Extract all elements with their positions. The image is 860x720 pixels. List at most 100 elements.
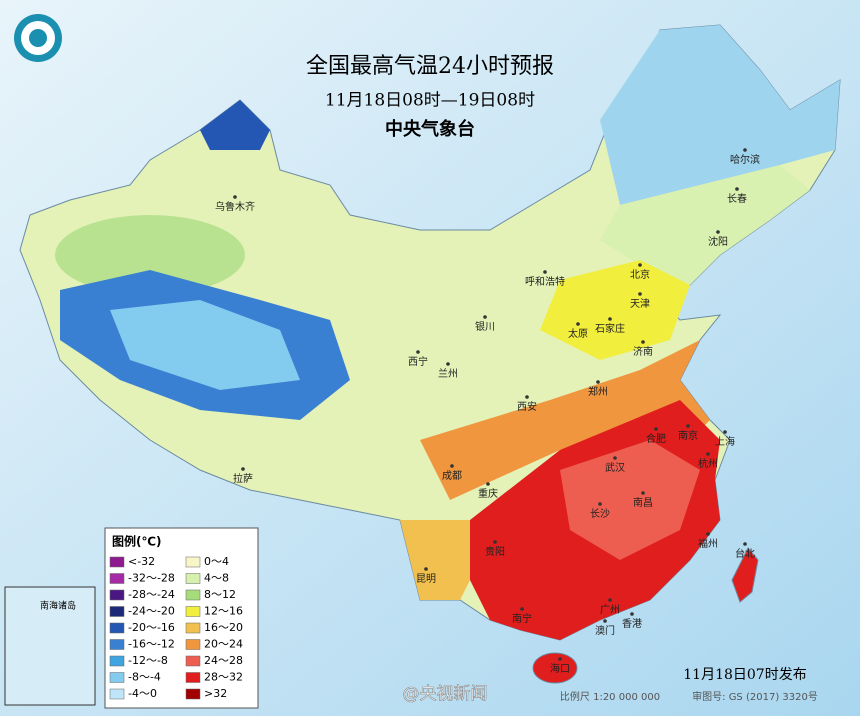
- city-label: 天津: [630, 298, 650, 310]
- city-label: 沈阳: [708, 235, 728, 248]
- city-label: 太原: [568, 327, 588, 340]
- city-label: 济南: [633, 345, 653, 358]
- city-label: 上海: [715, 435, 735, 448]
- legend-label: 20～24: [204, 638, 243, 651]
- city-label: 昆明: [416, 573, 436, 585]
- legend-swatch: [185, 655, 201, 667]
- city-label: 哈尔滨: [730, 153, 760, 166]
- city-label: 南昌: [633, 496, 653, 509]
- legend-swatch: [185, 688, 201, 700]
- legend-swatch: [185, 639, 201, 650]
- city-dot: [630, 612, 634, 616]
- city-dot: [416, 350, 420, 354]
- legend-label: -8～-4: [128, 671, 161, 684]
- city-dot: [603, 619, 607, 623]
- legend-swatch: [109, 606, 125, 617]
- legend-swatch: [185, 622, 201, 634]
- city-dot: [641, 340, 645, 344]
- issued: 11月18日07时发布: [683, 667, 806, 683]
- review: 审图号: GS (2017) 3320号: [692, 690, 818, 703]
- legend-label: -20～-16: [128, 621, 175, 634]
- city-dot: [654, 427, 658, 431]
- city-dot: [493, 540, 497, 544]
- city-dot: [613, 456, 617, 460]
- city-dot: [723, 430, 727, 434]
- legend-swatch: [109, 655, 125, 667]
- city-dot: [638, 292, 642, 296]
- legend-swatch: [109, 556, 125, 568]
- legend-swatch: [109, 622, 125, 634]
- city-dot: [608, 598, 612, 602]
- inset: 南海诸岛: [4, 586, 96, 706]
- city-dot: [743, 542, 747, 546]
- scale: 比例尺 1:20 000 000: [560, 690, 660, 703]
- legend-label: 4～8: [204, 572, 229, 585]
- agency: 中央气象台: [385, 118, 475, 140]
- legend-swatch: [109, 639, 125, 650]
- city-label: 乌鲁木齐: [215, 200, 255, 213]
- subtitle: 11月18日08时—19日08时: [325, 91, 535, 111]
- city-label: 长春: [727, 193, 747, 205]
- city-dot: [233, 195, 237, 199]
- legend-label: 0～4: [204, 555, 229, 568]
- city-label: 香港: [622, 618, 642, 630]
- city-dot: [576, 322, 580, 326]
- city-dot: [520, 607, 524, 611]
- legend-label: -16～-12: [128, 638, 175, 651]
- title: 全国最高气温24小时预报: [306, 54, 554, 79]
- city-dot: [706, 532, 710, 536]
- city-label: 北京: [630, 268, 650, 281]
- city-dot: [543, 270, 547, 274]
- legend-swatch: [185, 573, 201, 584]
- legend-label: -24～-20: [128, 605, 175, 618]
- logo: [14, 14, 62, 62]
- legend-label: 28～32: [204, 671, 243, 684]
- city-dot: [446, 362, 450, 366]
- city-label: 长沙: [590, 508, 610, 520]
- city-label: 福州: [698, 537, 718, 550]
- city-dot: [483, 315, 487, 319]
- legend-swatch: [185, 672, 201, 683]
- watermark: @央视新闻: [403, 684, 488, 704]
- city-label: 西宁: [408, 355, 428, 368]
- legend-label: >32: [204, 687, 227, 700]
- city-dot: [241, 467, 245, 471]
- inset-label: 南海诸岛: [40, 600, 76, 612]
- city-label: 杭州: [698, 457, 718, 470]
- legend: 图例(℃) <-32 -32～-28 -28～-24 -24～-20 -20～-16 -1…: [104, 527, 259, 709]
- city-label: 郑州: [588, 385, 608, 398]
- city-dot: [525, 395, 529, 399]
- legend-label: 8～12: [204, 588, 236, 601]
- legend-label: 24～28: [204, 654, 243, 667]
- legend-label: <-32: [128, 555, 155, 568]
- city-dot: [706, 452, 710, 456]
- legend-swatch: [185, 556, 201, 568]
- city-dot: [735, 187, 739, 191]
- legend-label: -12～-8: [128, 654, 168, 667]
- city-dot: [596, 380, 600, 384]
- legend-swatch: [109, 573, 125, 584]
- legend-label: -28～-24: [128, 588, 175, 601]
- city-label: 重庆: [478, 487, 498, 500]
- city-label: 石家庄: [595, 322, 625, 335]
- legend-label: 12～16: [204, 605, 243, 618]
- city-dot: [641, 491, 645, 495]
- legend-swatch: [185, 589, 201, 601]
- city-dot: [608, 317, 612, 321]
- city-dot: [743, 148, 747, 152]
- city-dot: [598, 502, 602, 506]
- legend-title: 图例(℃): [112, 534, 162, 549]
- city-label: 南京: [678, 429, 698, 442]
- city-label: 澳门: [595, 624, 615, 637]
- legend-label: -32～-28: [128, 572, 175, 585]
- city-dot: [686, 424, 690, 428]
- land: [19, 24, 841, 684]
- city-label: 南宁: [512, 612, 532, 625]
- city-label: 武汉: [605, 461, 625, 474]
- city-label: 呼和浩特: [525, 276, 565, 288]
- legend-swatch: [109, 672, 125, 683]
- city-label: 成都: [442, 470, 462, 482]
- city-label: 海口: [550, 662, 570, 675]
- city-label: 西安: [517, 400, 537, 413]
